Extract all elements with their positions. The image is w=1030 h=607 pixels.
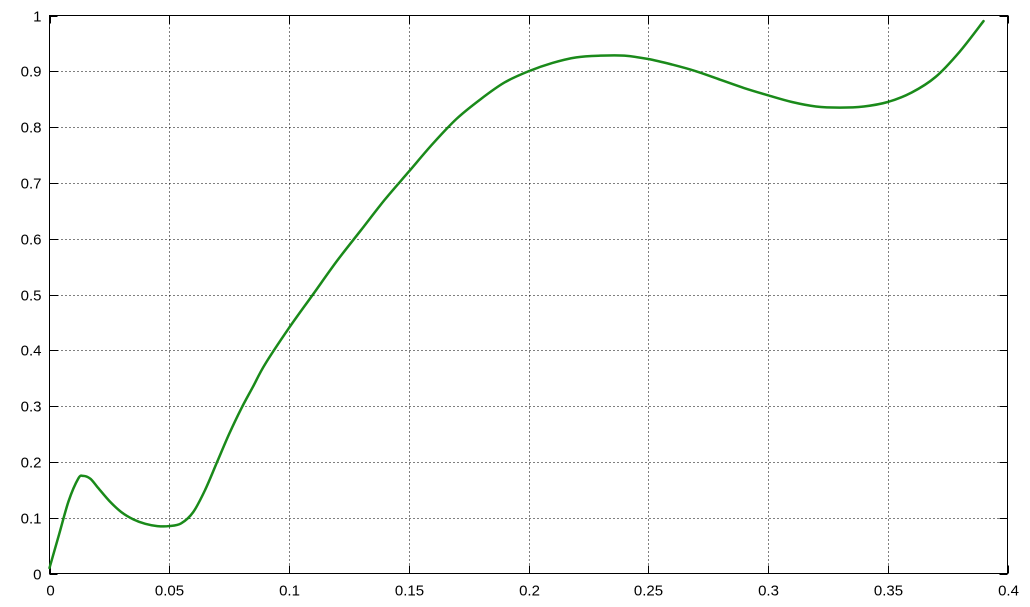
y-tick-label: 0.5 xyxy=(21,288,42,305)
y-tick-label: 1 xyxy=(33,9,41,26)
grid-lines xyxy=(49,15,1008,574)
x-tick-label: 0.2 xyxy=(519,583,540,600)
y-tick-label: 0 xyxy=(33,567,41,584)
plot-area xyxy=(49,15,1008,574)
x-tick-label: 0 xyxy=(46,583,54,600)
x-tick-label: 0.25 xyxy=(634,583,663,600)
x-tick-label: 0.15 xyxy=(395,583,424,600)
y-tick-label: 0.3 xyxy=(21,399,42,416)
series-line-0 xyxy=(48,19,985,570)
series-group xyxy=(48,19,985,570)
x-tick-label: 0.4 xyxy=(998,583,1019,600)
x-tick-label: 0.35 xyxy=(874,583,903,600)
x-tick-label: 0.05 xyxy=(155,583,184,600)
y-tick-label: 0.7 xyxy=(21,176,42,193)
y-tick-label: 0.4 xyxy=(21,343,42,360)
y-tick-label: 0.6 xyxy=(21,232,42,249)
x-tick-label: 0.1 xyxy=(279,583,300,600)
x-tick-label: 0.3 xyxy=(758,583,779,600)
y-axis-tick-labels: 0 0.1 0.2 0.3 0.4 0.5 0.6 0.7 0.8 0.9 1 xyxy=(21,9,42,584)
y-tick-label: 0.1 xyxy=(21,511,42,528)
y-tick-label: 0.2 xyxy=(21,455,42,472)
x-axis-tick-labels: 0 0.05 0.1 0.15 0.2 0.25 0.3 0.35 0.4 xyxy=(46,583,1019,600)
y-tick-label: 0.9 xyxy=(21,64,42,81)
y-tick-label: 0.8 xyxy=(21,120,42,137)
tick-marks xyxy=(49,15,1009,575)
